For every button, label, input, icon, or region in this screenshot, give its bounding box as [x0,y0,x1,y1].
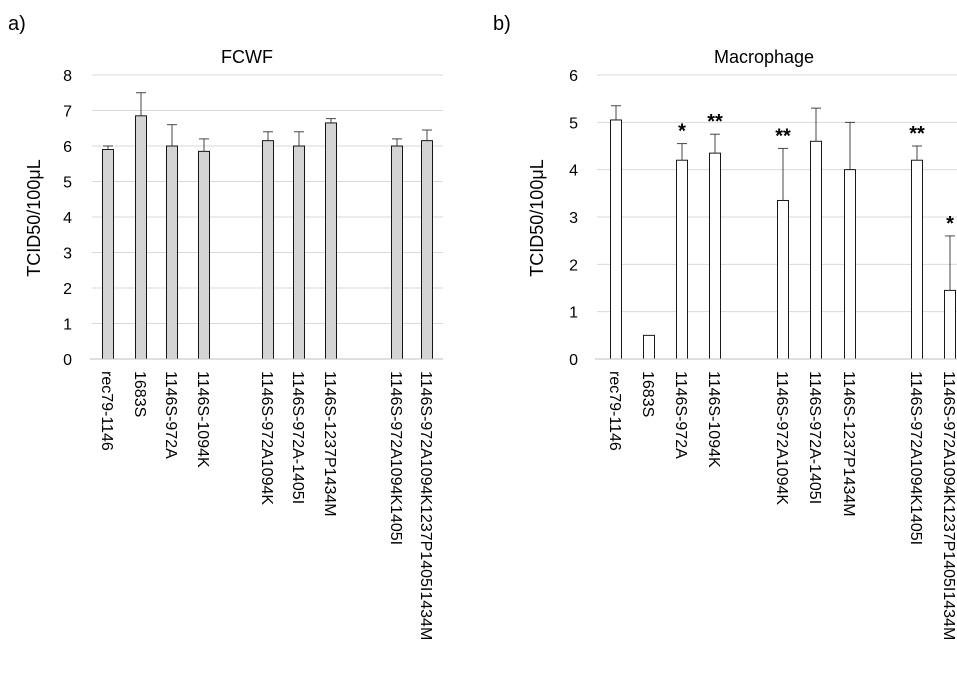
y-tick-label: 5 [63,175,72,192]
error-bar-a-7 [326,118,336,123]
error-bar-a-5 [263,131,273,141]
bar-a-9 [391,145,403,360]
panel-a-y-ticks: 0 1 2 3 4 5 6 7 8 [63,68,72,369]
panel-b-title: Macrophage [714,47,814,67]
panel-b-ylabel: TCID50/100μL [527,159,547,276]
x-tick-label: 1683S [639,371,656,417]
x-tick-label: rec79-1146 [98,371,115,451]
y-tick-label: 3 [569,210,578,227]
bar-b-3 [709,152,721,360]
x-tick-label: 1146S-972A1094K1237P1405I1434M [417,371,434,640]
significance-mark: ** [909,123,925,145]
bar-a-2 [166,145,178,360]
panel-b-y-ticks: 0 1 2 3 4 5 6 [569,68,578,369]
x-tick-label: 1146S-972A1094K1405I [907,371,924,545]
x-tick-label: 1146S-1094K [705,371,722,468]
panel-b-x-ticks: rec79-1146 1683S 1146S-972A 1146S-1094K 1146… [606,371,957,640]
bar-b-5 [777,199,789,360]
x-tick-label: 1146S-972A1094K [258,371,275,505]
bar-a-10 [421,140,433,360]
x-tick-label: 1146S-972A1094K1237P1405I1434M [940,371,957,640]
x-tick-label: 1146S-972A [162,371,179,459]
x-tick-label: 1146S-972A1094K [773,371,790,505]
bar-a-1 [135,115,147,360]
bar-b-2 [676,159,688,360]
error-bar-a-10 [422,129,432,141]
y-tick-label: 2 [63,281,72,298]
panel-b-error-bars [611,105,955,291]
error-bar-b-10 [945,235,955,291]
bar-b-10 [944,289,956,360]
x-tick-label: 1146S-972A [672,371,689,459]
error-bar-b-5 [778,147,788,201]
y-tick-label: 6 [569,68,578,85]
x-tick-label: 1146S-1237P1434M [840,371,857,517]
significance-mark: * [678,121,686,143]
bar-b-6 [810,140,822,360]
significance-mark: ** [707,111,723,133]
y-tick-label: 8 [63,68,72,85]
x-tick-label: 1146S-1237P1434M [321,371,338,517]
panel-a: a) FCWF TCID50/100μL 0 1 2 3 4 5 6 7 8 rec79-114… [8,13,443,640]
y-tick-label: 4 [569,163,578,180]
error-bar-a-1 [136,92,146,116]
bar-a-3 [198,150,210,360]
y-tick-label: 0 [63,352,72,369]
bar-b-9 [911,159,923,360]
significance-mark: * [946,213,954,235]
panel-b-letter: b) [493,13,511,35]
x-tick-label: 1146S-1094K [194,371,211,468]
error-bar-a-0 [103,145,113,150]
x-tick-label: 1146S-972A-1405I [289,371,306,504]
significance-mark: ** [775,125,791,147]
error-bar-b-3 [710,133,720,154]
panel-a-error-bars [103,92,432,152]
bar-b-0 [610,119,622,360]
y-tick-label: 6 [63,139,72,156]
panel-b-significance-marks: * **** *** [678,111,954,235]
error-bar-a-2 [167,124,177,146]
panel-a-letter: a) [8,13,26,35]
error-bar-a-6 [294,131,304,146]
y-tick-label: 3 [63,246,72,263]
bar-a-6 [293,145,305,360]
bar-b-1 [643,334,655,360]
x-tick-label: 1146S-972A-1405I [806,371,823,504]
y-tick-label: 0 [569,352,578,369]
panel-a-ylabel: TCID50/100μL [24,159,44,276]
error-bar-a-3 [199,138,209,152]
error-bar-b-7 [845,121,855,170]
error-bar-b-6 [811,107,821,142]
y-tick-label: 1 [569,305,578,322]
error-bar-a-9 [392,138,402,146]
x-tick-label: 1146S-972A1094K1405I [387,371,404,545]
y-tick-label: 5 [569,115,578,132]
bar-a-7 [325,122,337,360]
y-tick-label: 7 [63,104,72,121]
panel-a-bars [102,115,433,360]
error-bar-b-0 [611,105,621,120]
bar-b-7 [844,169,856,360]
bar-a-5 [262,140,274,360]
error-bar-b-9 [912,145,922,161]
x-tick-label: 1683S [131,371,148,417]
error-bar-b-2 [677,143,687,161]
y-tick-label: 1 [63,317,72,334]
panel-a-x-ticks: rec79-1146 1683S 1146S-972A 1146S-1094K 1146… [98,371,434,640]
panel-b-gridlines [597,74,957,313]
y-tick-label: 4 [63,210,72,227]
panel-a-title: FCWF [221,47,273,67]
x-tick-label: rec79-1146 [606,371,623,451]
y-tick-label: 2 [569,257,578,274]
bar-a-0 [102,149,114,360]
